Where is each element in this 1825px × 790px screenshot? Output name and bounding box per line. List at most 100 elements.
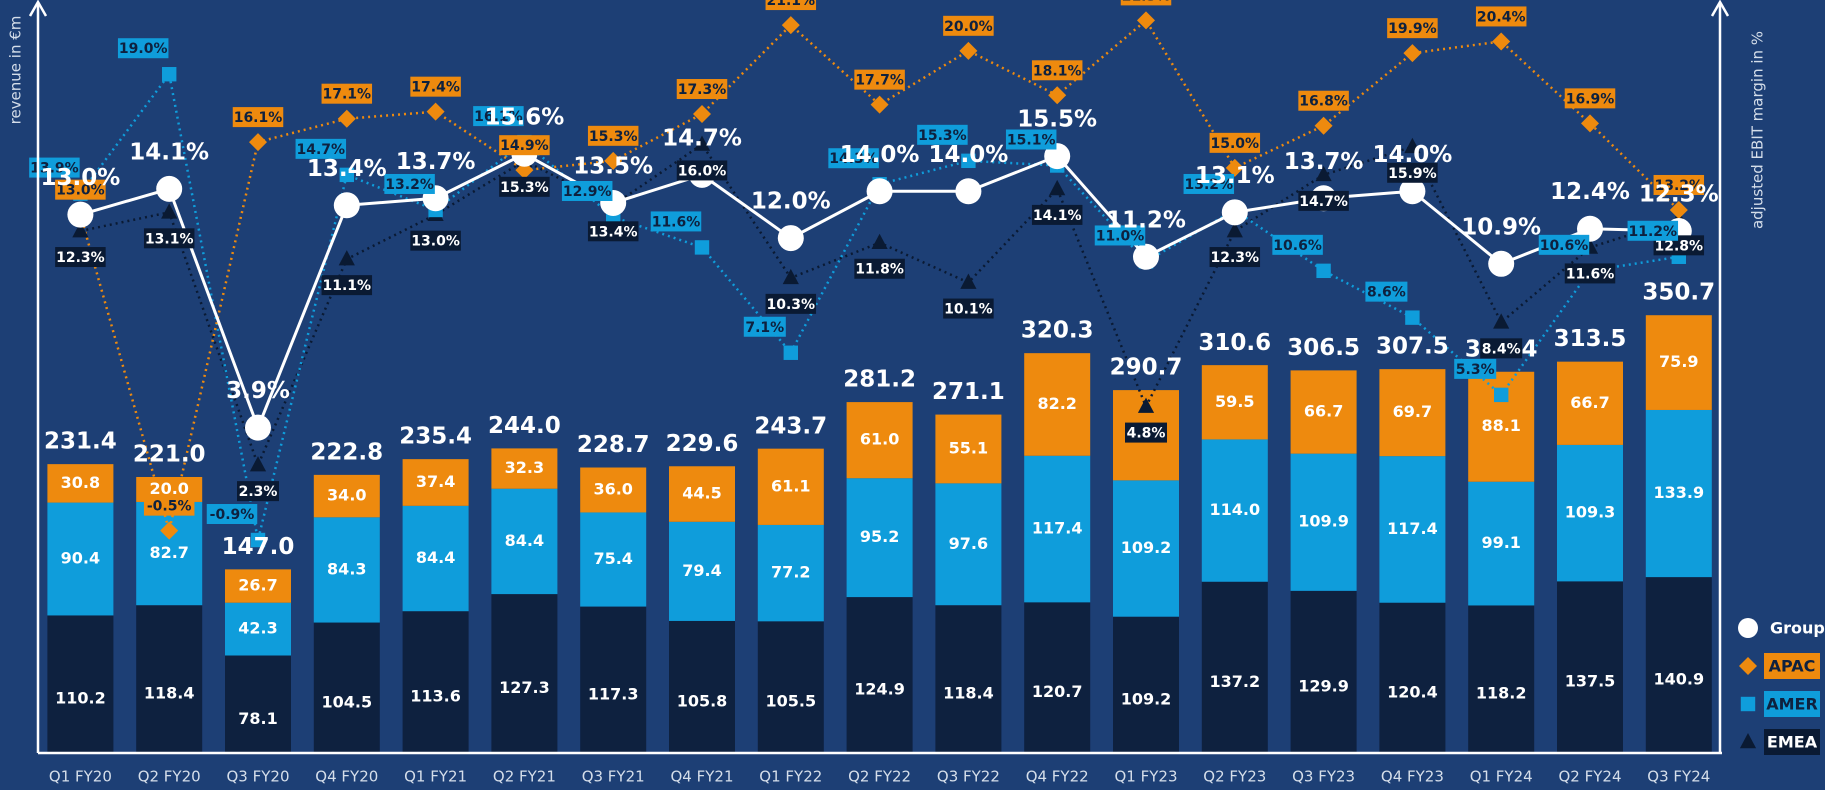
bar-value-label: 113.6 <box>410 687 461 706</box>
bar-segment <box>1645 577 1712 753</box>
legend-label-box <box>1764 653 1820 679</box>
margin-label-box <box>1365 281 1408 302</box>
bar-segment <box>136 605 203 753</box>
bar-segment <box>47 615 114 753</box>
margin-label: 15.3% <box>918 128 967 144</box>
marker <box>693 105 711 124</box>
bar-segment <box>1024 455 1091 603</box>
bar-segment <box>1468 605 1535 753</box>
bar-segment <box>491 594 558 753</box>
margin-label: 14.7% <box>297 142 346 158</box>
margin-label-box <box>765 0 817 11</box>
margin-label: 12.9% <box>563 184 612 200</box>
bar-segment <box>491 488 558 595</box>
bar-value-label: 78.1 <box>238 709 277 728</box>
total-label: 307.5 <box>1376 334 1449 360</box>
margin-label: 13.2% <box>1185 177 1234 193</box>
bar-value-label: 82.2 <box>1037 394 1076 413</box>
total-label: 221.0 <box>133 442 206 468</box>
margin-label: 15.9% <box>1388 166 1437 182</box>
bar-segment <box>136 501 203 606</box>
group-margin-label: 14.7% <box>662 125 742 151</box>
margin-label-box <box>1564 263 1616 284</box>
total-label: 306.5 <box>1287 335 1360 361</box>
margin-label: 7.1% <box>745 320 784 336</box>
marker <box>162 67 177 82</box>
margin-label-box <box>561 180 613 201</box>
bar-segment <box>935 605 1002 753</box>
bar-value-label: 104.5 <box>321 692 372 711</box>
bar-value-label: 105.8 <box>677 691 728 710</box>
margin-label: 20.0% <box>944 19 993 35</box>
marker <box>1137 11 1155 30</box>
bar-value-label: 129.9 <box>1298 676 1349 695</box>
marker <box>1221 199 1248 226</box>
x-tick-label: Q1 FY23 <box>1115 768 1178 786</box>
bar-value-label: 61.0 <box>860 430 899 449</box>
bar-value-label: 30.8 <box>61 473 100 492</box>
legend-label-box <box>1764 729 1820 755</box>
bar-segment <box>47 502 114 616</box>
bar-segment <box>846 402 913 479</box>
bar-value-label: 140.9 <box>1653 670 1704 689</box>
margin-label-box <box>143 228 195 249</box>
legend-label: Group <box>1770 619 1825 638</box>
bar-value-label: 37.4 <box>416 472 455 491</box>
marker <box>1137 397 1155 413</box>
y2-axis-arrow <box>1710 0 1730 17</box>
bar-value-label: 82.7 <box>149 543 188 562</box>
margin-label: 17.4% <box>411 80 460 96</box>
margin-label-box <box>499 176 550 197</box>
bar-value-label: 75.4 <box>593 549 632 568</box>
margin-label: 16.1% <box>234 110 283 126</box>
bar-value-label: 99.1 <box>1481 533 1520 552</box>
margin-label-box <box>410 76 461 97</box>
margin-label-box <box>55 247 106 268</box>
bar-segment <box>580 606 647 753</box>
margin-label: 8.4% <box>1482 341 1521 357</box>
bar-value-label: 109.3 <box>1565 503 1616 522</box>
x-tick-label: Q4 FY21 <box>671 768 734 786</box>
bar-segment <box>935 414 1002 484</box>
margin-label: 14.9% <box>500 138 549 154</box>
margin-label-box <box>473 106 524 127</box>
bar-value-label: 79.4 <box>682 561 721 580</box>
margin-label-box <box>1209 132 1261 153</box>
margin-label: 11.6% <box>652 214 701 230</box>
bar-segment <box>402 459 469 506</box>
margin-label: 17.1% <box>323 87 372 103</box>
marker <box>1669 200 1688 219</box>
group-margin-label: 3.9% <box>226 378 290 404</box>
margin-label-box <box>854 258 905 279</box>
total-label: 222.8 <box>310 439 383 465</box>
margin-label-box <box>917 124 968 145</box>
margin-label-box <box>587 125 639 146</box>
bar-value-label: 133.9 <box>1653 483 1704 502</box>
margin-label: 8.6% <box>1367 285 1406 301</box>
bar-segment <box>1290 370 1357 454</box>
bar-segment <box>580 467 647 513</box>
margin-label: 10.3% <box>767 297 816 313</box>
margin-label-box <box>143 495 195 516</box>
x-tick-label: Q4 FY20 <box>315 768 378 786</box>
x-tick-label: Q1 FY24 <box>1470 768 1533 786</box>
total-label: 350.7 <box>1642 280 1715 306</box>
bar-value-label: 36.0 <box>593 479 632 498</box>
bar-segment <box>1557 361 1623 445</box>
bar-segment <box>491 448 558 489</box>
bar-segment <box>669 521 735 621</box>
margin-label: 13.4% <box>589 224 638 240</box>
bar-value-label: 55.1 <box>949 438 988 457</box>
marker <box>1044 143 1071 170</box>
marker <box>156 175 183 202</box>
margin-label-box <box>1125 422 1167 443</box>
margin-label-box <box>206 504 258 525</box>
marker <box>338 250 355 266</box>
margin-label: 11.8% <box>855 262 904 278</box>
bar-value-label: 75.9 <box>1659 352 1698 371</box>
margin-label: 10.6% <box>1273 238 1322 254</box>
bar-value-label: 117.4 <box>1032 519 1083 538</box>
bar-segment <box>225 655 291 753</box>
bar-value-label: 26.7 <box>238 576 277 595</box>
margin-label: 14.7% <box>1299 194 1348 210</box>
